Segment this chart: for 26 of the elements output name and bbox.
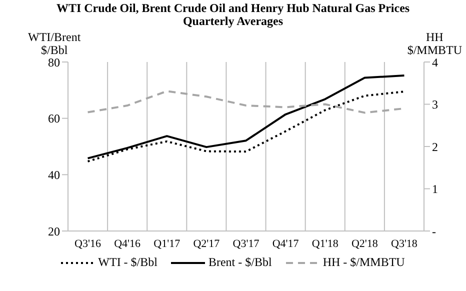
line-series bbox=[86, 74, 406, 160]
y-tick-label: 60 bbox=[48, 112, 60, 126]
chart-subtitle: Quarterly Averages bbox=[182, 14, 284, 28]
x-tick-label: Q3'16 bbox=[74, 238, 102, 250]
y2-tick-label: 4 bbox=[432, 55, 438, 70]
y2-tick-label: 1 bbox=[432, 182, 438, 196]
x-tick-label: Q4'16 bbox=[114, 238, 142, 250]
legend-label: WTI - $/Bbl bbox=[98, 255, 158, 270]
x-tick-label: Q2'17 bbox=[193, 238, 220, 250]
x-tick-label: Q4'17 bbox=[272, 238, 300, 250]
x-tick-label: Q2'18 bbox=[351, 238, 378, 250]
y2-tick-label: 3 bbox=[432, 98, 438, 112]
y-tick-label: 80 bbox=[48, 55, 60, 70]
y2-tick-label: 2 bbox=[432, 140, 438, 154]
y-tick-label: 40 bbox=[48, 168, 60, 182]
y-tick-label: 20 bbox=[48, 224, 60, 238]
y2-axis-title: HH $/MMBTU bbox=[407, 30, 462, 57]
x-tick-label: Q3'17 bbox=[232, 238, 260, 250]
x-tick-label: Q1'18 bbox=[312, 238, 339, 250]
y2-tick-label: - bbox=[432, 224, 436, 238]
legend-label: HH - $/MMBTU bbox=[322, 255, 405, 270]
x-tick-label: Q3'18 bbox=[391, 238, 418, 250]
y-axis-title: WTI/Brent $/Bbl bbox=[28, 30, 81, 57]
x-tick-label: Q1'17 bbox=[154, 238, 181, 250]
chart-title: WTI Crude Oil, Brent Crude Oil and Henry Hub Natural Gas Prices bbox=[55, 1, 411, 15]
legend-label: Brent - $/Bbl bbox=[208, 255, 272, 270]
